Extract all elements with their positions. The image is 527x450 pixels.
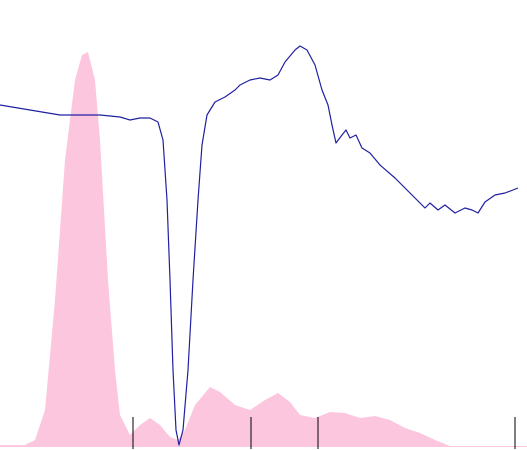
area	[0, 52, 527, 447]
line	[0, 45, 519, 446]
